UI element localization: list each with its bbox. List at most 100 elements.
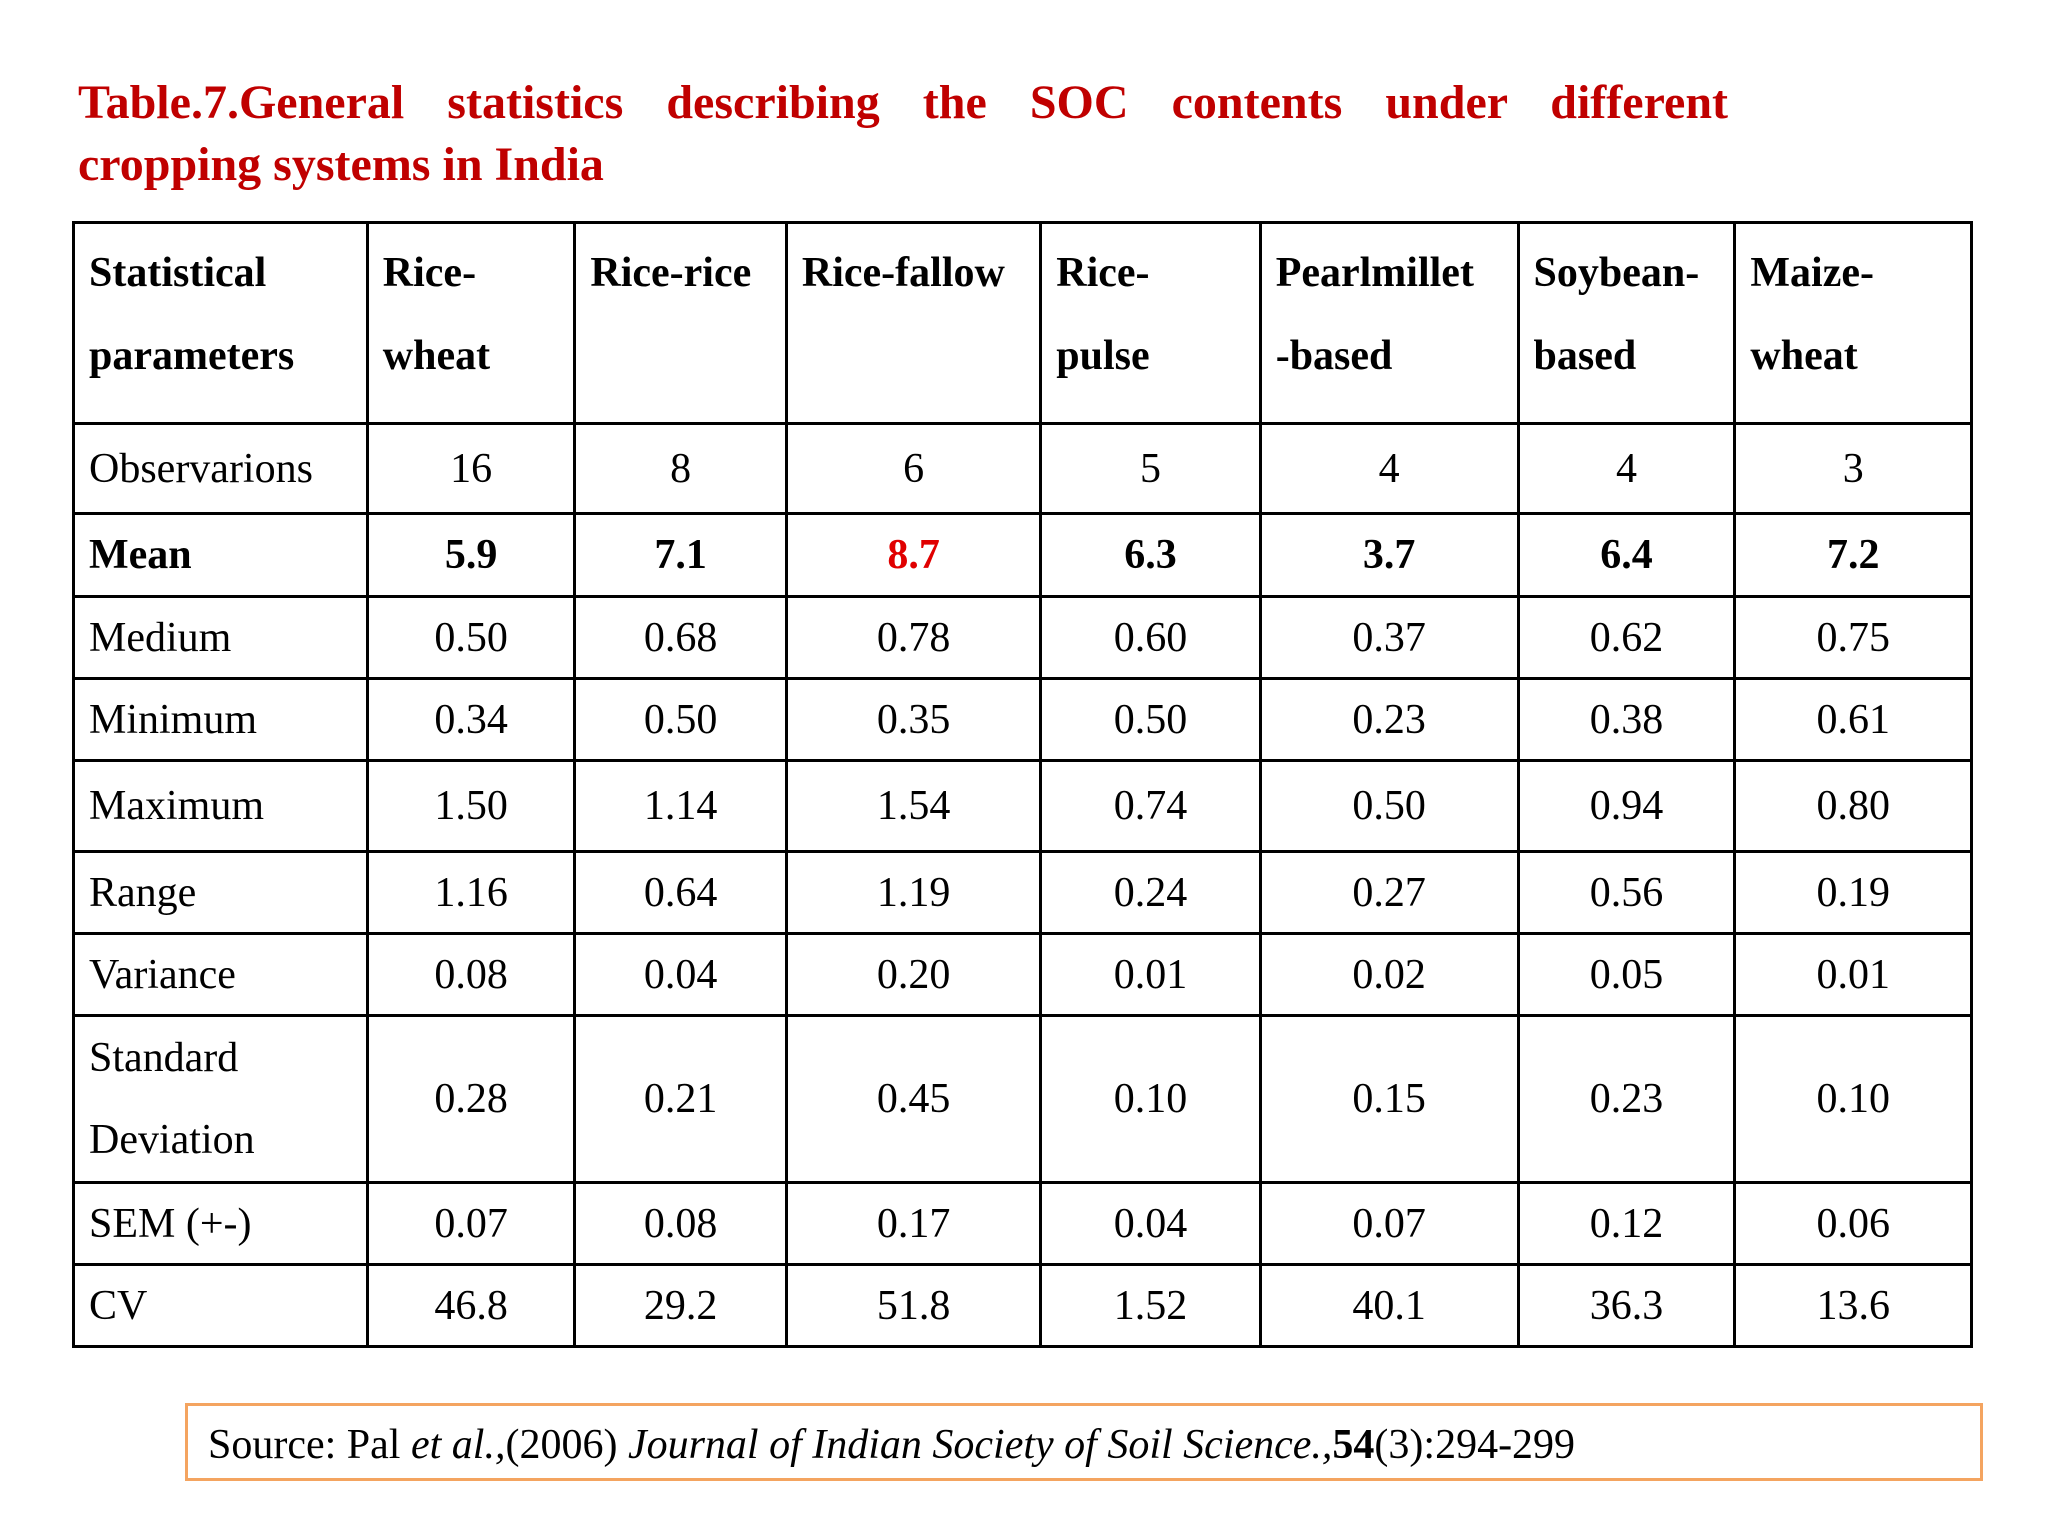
table-cell: 4 [1258,422,1520,515]
header-soybean-based: Soybean-based [1516,221,1737,425]
row-label: CV [72,1263,369,1348]
table-row: Minimum 0.34 0.50 0.35 0.50 0.23 0.38 0.61 [72,677,1973,762]
table-cell: 3 [1733,422,1973,515]
table-cell: 16 [365,422,577,515]
table-header-row: Statistical parameters Rice-wheat Rice-ri… [72,221,1973,425]
table-cell: 3.7 [1258,512,1520,598]
table-cell: 0.27 [1258,850,1520,935]
row-label: Medium [72,595,369,680]
table-cell: 0.35 [784,677,1043,762]
table-cell: 0.06 [1733,1181,1973,1266]
table-cell: 46.8 [365,1263,577,1348]
row-label: Observarions [72,422,369,515]
table-cell: 5 [1039,422,1262,515]
row-label: Mean [72,512,369,598]
table-cell: 0.34 [365,677,577,762]
table-cell: 0.05 [1516,932,1737,1017]
row-label: Variance [72,932,369,1017]
table-cell: 0.60 [1039,595,1262,680]
table-cell: 7.1 [573,512,788,598]
table-cell: 0.64 [573,850,788,935]
header-rice-pulse: Rice-pulse [1039,221,1262,425]
header-statistical-parameters: Statistical parameters [72,221,369,425]
table-row: SEM (+-) 0.07 0.08 0.17 0.04 0.07 0.12 0.06 [72,1181,1973,1266]
table-cell: 6.3 [1039,512,1262,598]
table-cell: 0.24 [1039,850,1262,935]
table-cell: 0.68 [573,595,788,680]
row-label: SEM (+-) [72,1181,369,1266]
table-cell: 40.1 [1258,1263,1520,1348]
table-cell: 0.20 [784,932,1043,1017]
table-cell: 0.45 [784,1014,1043,1184]
table-cell: 0.04 [1039,1181,1262,1266]
header-rice-fallow: Rice-fallow [784,221,1043,425]
row-label: Minimum [72,677,369,762]
table-title: Table.7.General statistics describing th… [78,72,1728,196]
table-cell: 0.74 [1039,759,1262,853]
table-cell: 1.14 [573,759,788,853]
table-cell: 0.10 [1733,1014,1973,1184]
header-rice-wheat: Rice-wheat [365,221,577,425]
table-cell: 1.52 [1039,1263,1262,1348]
header-pearlmillet-based: Pearlmillet -based [1258,221,1520,425]
table-row: Standard Deviation 0.28 0.21 0.45 0.10 0.15 0.2… [72,1014,1973,1184]
table-cell: 7.2 [1733,512,1973,598]
table-cell: 0.17 [784,1181,1043,1266]
table-cell: 0.56 [1516,850,1737,935]
table-cell: 1.16 [365,850,577,935]
table-cell: 0.28 [365,1014,577,1184]
title-line-1: Table.7.General statistics describing th… [78,76,1728,129]
row-label: Maximum [72,759,369,853]
table-cell: 0.15 [1258,1014,1520,1184]
table-cell: 0.50 [573,677,788,762]
table-row: Medium 0.50 0.68 0.78 0.60 0.37 0.62 0.75 [72,595,1973,680]
row-label: Range [72,850,369,935]
table-row: Maximum 1.50 1.14 1.54 0.74 0.50 0.94 0.80 [72,759,1973,853]
table-cell: 0.50 [1039,677,1262,762]
table-cell: 5.9 [365,512,577,598]
table-cell: 0.19 [1733,850,1973,935]
table-cell: 0.23 [1258,677,1520,762]
table-cell: 0.01 [1733,932,1973,1017]
table-cell: 4 [1516,422,1737,515]
table-cell: 29.2 [573,1263,788,1348]
table-cell: 0.38 [1516,677,1737,762]
table-cell: 0.08 [365,932,577,1017]
table-cell: 0.80 [1733,759,1973,853]
table-cell: 0.10 [1039,1014,1262,1184]
table-cell: 6.4 [1516,512,1737,598]
table-cell: 0.75 [1733,595,1973,680]
soc-statistics-table: Statistical parameters Rice-wheat Rice-ri… [72,221,1973,1348]
table-cell: 0.21 [573,1014,788,1184]
title-line-2: cropping systems in India [78,138,604,191]
table-cell: 0.04 [573,932,788,1017]
table-cell: 0.94 [1516,759,1737,853]
source-citation: Source: Pal et al.,(2006) Journal of Ind… [185,1403,1983,1481]
table-cell: 0.78 [784,595,1043,680]
table-cell: 0.12 [1516,1181,1737,1266]
table-cell: 0.08 [573,1181,788,1266]
table-cell: 36.3 [1516,1263,1737,1348]
table-cell: 1.50 [365,759,577,853]
row-label: Standard Deviation [72,1014,369,1184]
header-maize-wheat: Maize-wheat [1733,221,1973,425]
table-cell: 0.62 [1516,595,1737,680]
table-cell: 0.02 [1258,932,1520,1017]
table-cell: 0.01 [1039,932,1262,1017]
table-cell: 51.8 [784,1263,1043,1348]
header-rice-rice: Rice-rice [573,221,788,425]
table-cell: 6 [784,422,1043,515]
table-cell: 1.19 [784,850,1043,935]
table-cell: 0.07 [1258,1181,1520,1266]
table-row: CV 46.8 29.2 51.8 1.52 40.1 36.3 13.6 [72,1263,1973,1348]
table-cell: 0.23 [1516,1014,1737,1184]
table-row: Observarions 16 8 6 5 4 4 3 [72,422,1973,515]
table-cell: 0.50 [365,595,577,680]
table-cell: 0.61 [1733,677,1973,762]
table-cell: 13.6 [1733,1263,1973,1348]
table-cell: 1.54 [784,759,1043,853]
table-cell: 0.07 [365,1181,577,1266]
table-cell: 8 [573,422,788,515]
table-cell: 8.7 [784,512,1043,598]
table-row: Range 1.16 0.64 1.19 0.24 0.27 0.56 0.19 [72,850,1973,935]
